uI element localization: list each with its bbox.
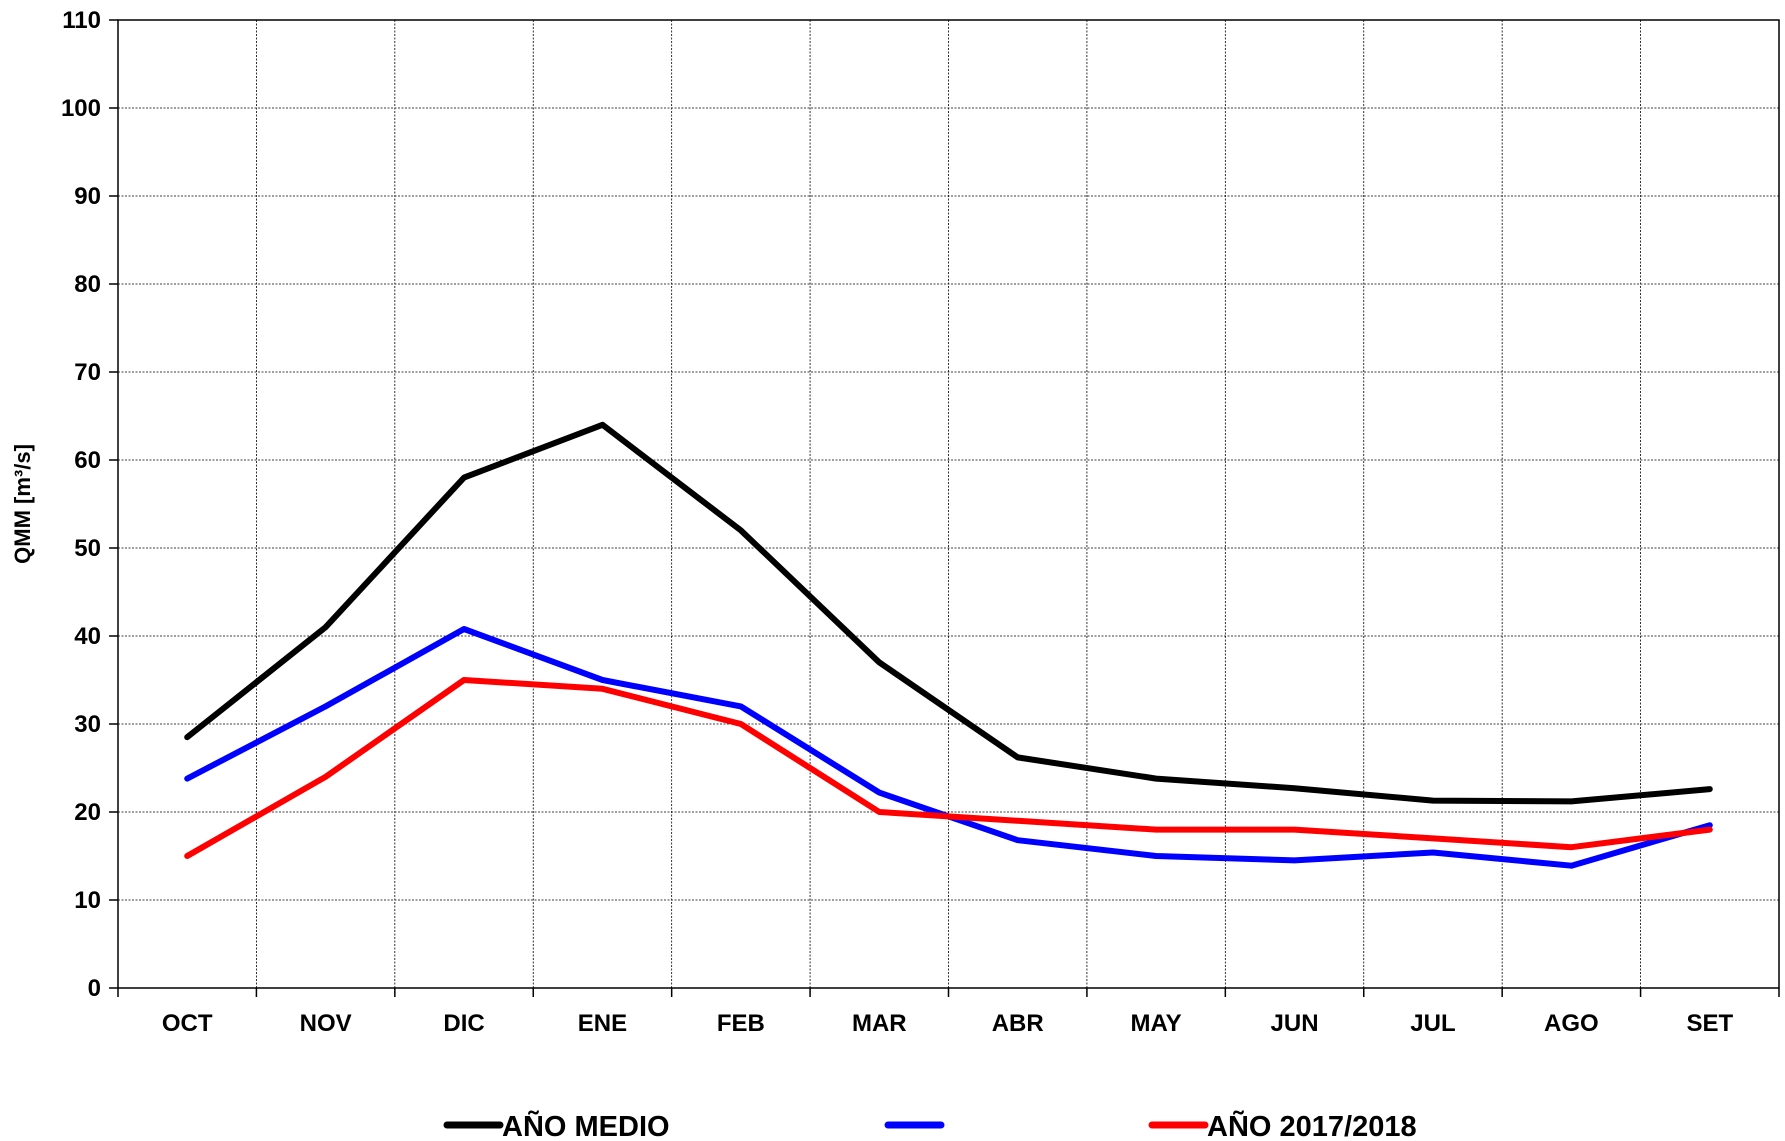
x-tick-label: ABR — [992, 1010, 1044, 1037]
y-tick-label: 50 — [74, 535, 101, 562]
y-tick-label: 20 — [74, 799, 101, 826]
y-tick-label: 90 — [74, 183, 101, 210]
y-tick-label: 110 — [62, 7, 101, 34]
x-tick-labels: OCT NOV DIC ENE FEB MAR ABR MAY JUN JUL AGO SET — [162, 1010, 1734, 1037]
y-tick-label: 70 — [74, 359, 101, 386]
y-tick-label: 40 — [74, 623, 101, 650]
series-line-1 — [184, 421, 1713, 805]
y-tick-label: 100 — [61, 95, 101, 122]
x-tick-label: MAR — [852, 1010, 907, 1037]
x-tick-label: MAY — [1131, 1010, 1182, 1037]
x-tick-label: JUL — [1410, 1010, 1455, 1037]
gridlines — [118, 20, 1779, 988]
x-tick-label: ENE — [578, 1010, 627, 1037]
axis-ticks — [109, 19, 1780, 997]
y-tick-label: 60 — [74, 447, 101, 474]
y-tick-label: 30 — [74, 711, 101, 738]
legend: AÑO MEDIO AÑO 2017/2018 — [443, 1109, 1417, 1141]
y-tick-labels: 0 10 20 30 40 50 60 70 80 90 100 110 — [61, 7, 101, 1002]
x-tick-label: NOV — [300, 1010, 352, 1037]
x-tick-label: JUN — [1271, 1010, 1319, 1037]
series-line-3 — [184, 677, 1713, 859]
y-axis-title: QMM [m³/s] — [10, 444, 35, 564]
legend-label-3: AÑO 2017/2018 — [1207, 1109, 1417, 1141]
x-tick-label: OCT — [162, 1010, 213, 1037]
x-tick-label: AGO — [1544, 1010, 1599, 1037]
legend-label-1: AÑO MEDIO — [502, 1109, 670, 1141]
x-tick-label: FEB — [717, 1010, 765, 1037]
x-tick-label: SET — [1686, 1010, 1733, 1037]
x-tick-label: DIC — [443, 1010, 484, 1037]
y-tick-label: 80 — [74, 271, 101, 298]
y-tick-label: 10 — [74, 887, 101, 914]
y-tick-label: 0 — [88, 975, 101, 1002]
series-lines — [184, 421, 1713, 869]
